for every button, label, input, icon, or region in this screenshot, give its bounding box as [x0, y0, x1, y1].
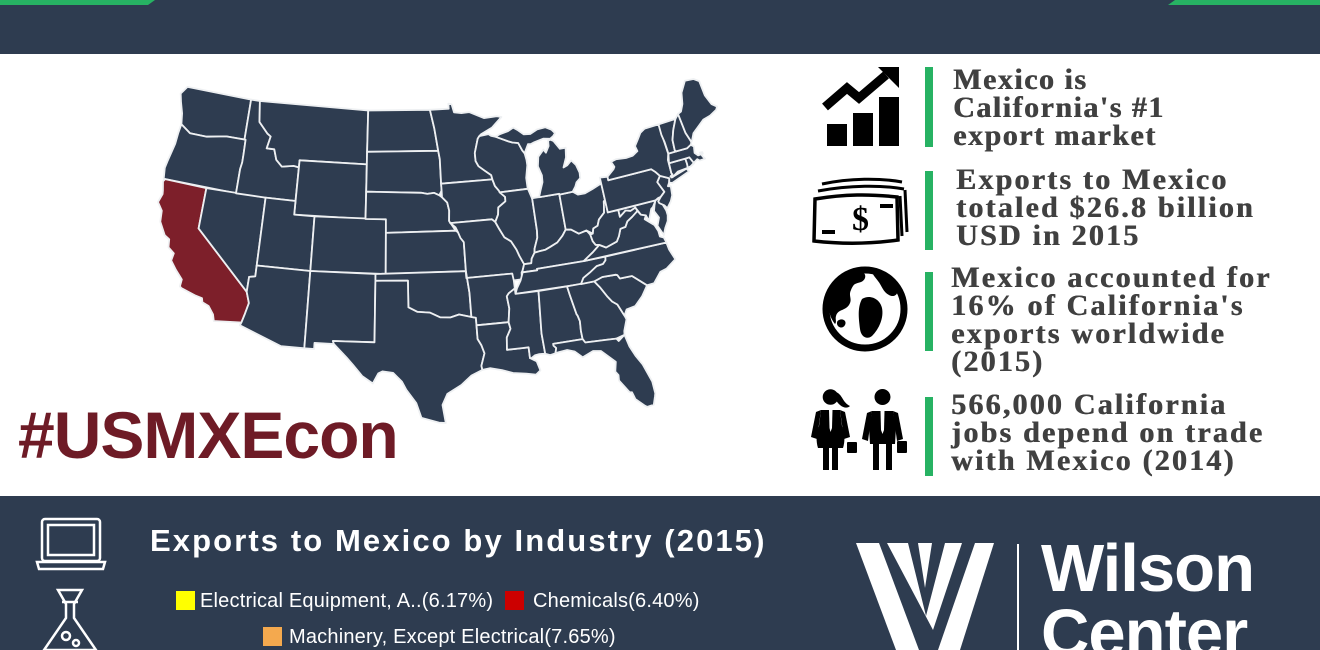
svg-text:$: $: [852, 201, 869, 238]
